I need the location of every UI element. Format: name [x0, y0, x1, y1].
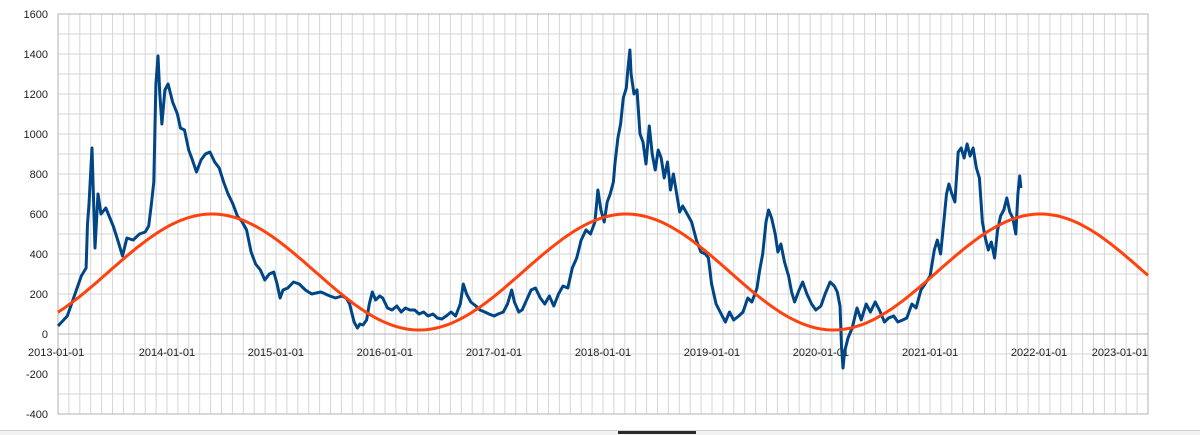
chart-series	[56, 48, 1149, 370]
y-tick-label: 0	[42, 329, 48, 341]
x-tick-label: 2018-01-01	[575, 347, 631, 359]
x-tick-label: 2023-01-01	[1092, 347, 1148, 359]
y-tick-label: 800	[30, 169, 48, 181]
x-tick-label: 2019-01-01	[684, 347, 740, 359]
scrollbar-thumb[interactable]	[618, 431, 696, 434]
x-tick-label: 2017-01-01	[466, 347, 522, 359]
chart-axes: -400 -200 0 200 400 600 800 1000 1200 1400 1600 201…	[24, 9, 1148, 421]
y-tick-label: 400	[30, 249, 48, 261]
x-tick-label: 2021-01-01	[902, 347, 958, 359]
y-tick-label: 600	[30, 209, 48, 221]
series-cycle-curve	[57, 212, 1149, 332]
y-tick-label: 1200	[24, 89, 48, 101]
y-tick-label: -200	[26, 369, 48, 381]
y-tick-label: -400	[26, 409, 48, 421]
y-tick-label: 1600	[24, 9, 48, 21]
y-tick-label: 1000	[24, 129, 48, 141]
x-tick-label: 2016-01-01	[357, 347, 413, 359]
x-tick-label: 2013-01-01	[28, 347, 84, 359]
y-tick-label: 200	[30, 289, 48, 301]
plot-frame	[57, 13, 1149, 415]
y-tick-label: 1400	[24, 49, 48, 61]
x-tick-label: 2020-01-01	[793, 347, 849, 359]
x-tick-label: 2015-01-01	[248, 347, 304, 359]
chart-grid	[57, 13, 1149, 415]
series-price-line	[56, 48, 1023, 370]
x-tick-label: 2022-01-01	[1011, 347, 1067, 359]
x-tick-label: 2014-01-01	[139, 347, 195, 359]
bottom-scrollbar[interactable]	[0, 430, 1200, 435]
